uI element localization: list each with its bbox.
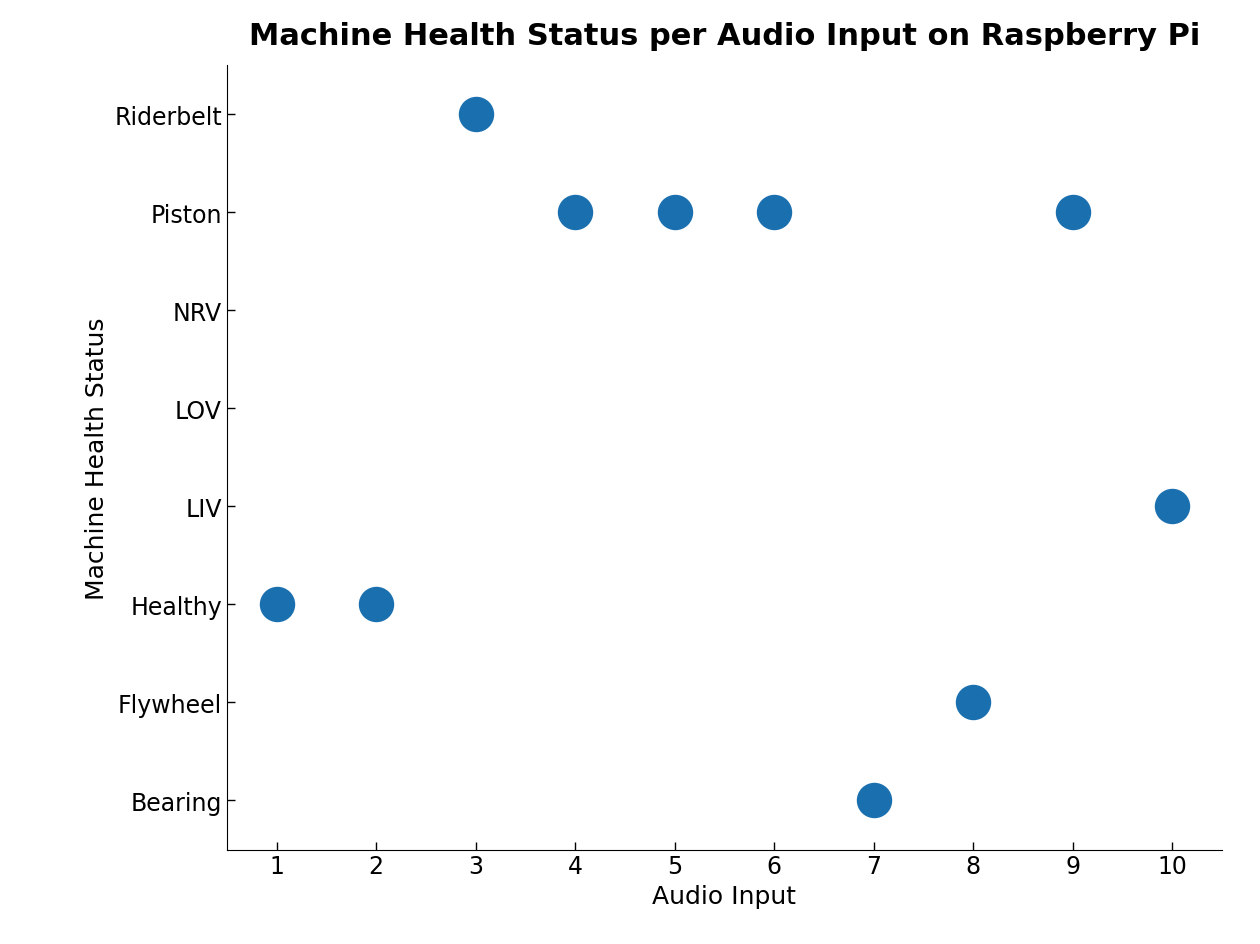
Point <box>564 206 585 221</box>
Title: Machine Health Status per Audio Input on Raspberry Pi: Machine Health Status per Audio Input on… <box>248 23 1201 51</box>
Point <box>764 206 784 221</box>
Point <box>365 598 386 613</box>
Point <box>1063 206 1084 221</box>
Y-axis label: Machine Health Status: Machine Health Status <box>84 317 108 598</box>
Point <box>267 598 287 613</box>
Point <box>1163 499 1183 514</box>
Point <box>964 695 984 710</box>
X-axis label: Audio Input: Audio Input <box>653 884 796 908</box>
Point <box>864 793 885 808</box>
Point <box>665 206 685 221</box>
Point <box>466 108 486 123</box>
